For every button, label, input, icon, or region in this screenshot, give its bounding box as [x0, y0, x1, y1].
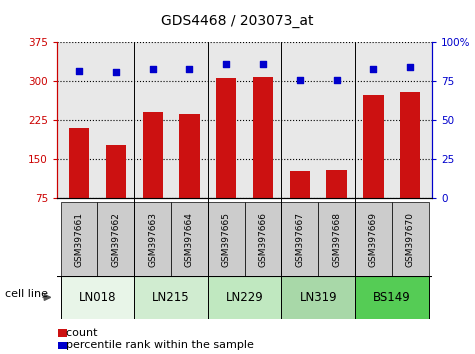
Bar — [216, 78, 237, 237]
Point — [112, 69, 120, 75]
Bar — [253, 77, 273, 237]
Bar — [61, 202, 97, 276]
Text: GDS4468 / 203073_at: GDS4468 / 203073_at — [161, 14, 314, 28]
Point — [222, 62, 230, 67]
Point — [75, 68, 83, 73]
Point — [149, 66, 156, 72]
Text: BS149: BS149 — [373, 291, 411, 304]
Bar — [106, 145, 126, 237]
Text: GSM397669: GSM397669 — [369, 212, 378, 267]
Text: GSM397670: GSM397670 — [406, 212, 415, 267]
Bar — [134, 202, 171, 276]
Bar — [208, 202, 245, 276]
Point — [370, 66, 377, 72]
Point — [259, 62, 267, 67]
Text: LN018: LN018 — [79, 291, 116, 304]
Bar — [392, 202, 428, 276]
Bar — [281, 276, 355, 319]
Text: GSM397663: GSM397663 — [148, 212, 157, 267]
Bar — [245, 202, 281, 276]
Point — [333, 77, 341, 83]
Bar — [134, 276, 208, 319]
Point — [186, 66, 193, 72]
Text: GSM397662: GSM397662 — [111, 212, 120, 267]
Text: GSM397664: GSM397664 — [185, 212, 194, 267]
Text: LN229: LN229 — [226, 291, 264, 304]
Text: GSM397666: GSM397666 — [258, 212, 267, 267]
Bar — [69, 128, 89, 237]
Bar — [290, 171, 310, 237]
Text: GSM397661: GSM397661 — [75, 212, 84, 267]
Bar — [400, 92, 420, 237]
Text: GSM397665: GSM397665 — [222, 212, 231, 267]
Bar — [142, 112, 163, 237]
Bar — [171, 202, 208, 276]
Point — [407, 64, 414, 70]
Bar — [326, 170, 347, 237]
Bar — [281, 202, 318, 276]
Text: LN215: LN215 — [152, 291, 190, 304]
Bar — [208, 276, 281, 319]
Bar — [61, 276, 134, 319]
Bar — [355, 276, 428, 319]
Text: GSM397667: GSM397667 — [295, 212, 304, 267]
Text: GSM397668: GSM397668 — [332, 212, 341, 267]
Bar — [97, 202, 134, 276]
Bar — [318, 202, 355, 276]
Bar — [355, 202, 392, 276]
Text: count: count — [59, 328, 98, 338]
Bar — [180, 114, 200, 237]
Text: cell line: cell line — [5, 289, 48, 299]
Bar — [363, 96, 383, 237]
Text: percentile rank within the sample: percentile rank within the sample — [59, 340, 254, 350]
Text: LN319: LN319 — [299, 291, 337, 304]
Point — [296, 77, 304, 83]
